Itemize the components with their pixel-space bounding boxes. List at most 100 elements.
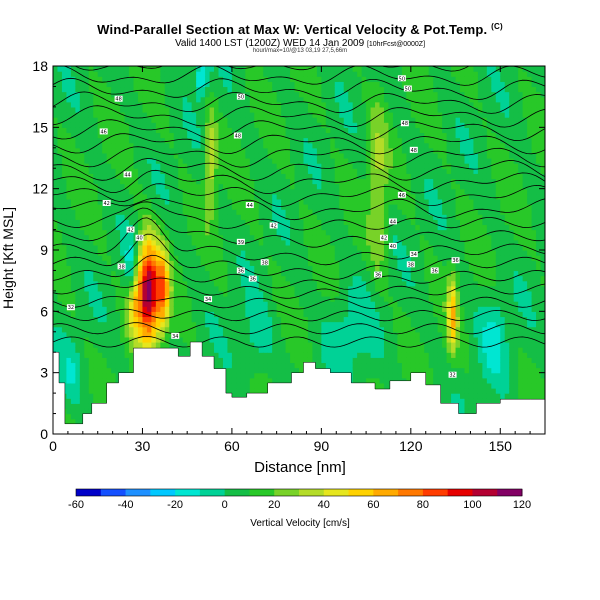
field-cell bbox=[339, 239, 345, 246]
field-cell bbox=[249, 188, 255, 195]
field-cell bbox=[272, 219, 278, 226]
field-cell bbox=[102, 301, 108, 307]
field-cell bbox=[70, 71, 76, 77]
field-cell bbox=[173, 306, 179, 312]
field-cell bbox=[111, 188, 117, 195]
field-cell bbox=[352, 76, 358, 82]
field-cell bbox=[124, 362, 130, 369]
field-cell bbox=[240, 393, 246, 399]
field-cell bbox=[155, 198, 161, 205]
field-cell bbox=[245, 224, 251, 231]
field-cell bbox=[294, 342, 300, 348]
field-cell bbox=[290, 311, 296, 318]
field-cell bbox=[303, 347, 309, 353]
field-cell bbox=[196, 163, 202, 169]
field-cell bbox=[294, 81, 300, 88]
field-cell bbox=[115, 183, 121, 190]
field-cell bbox=[75, 367, 81, 374]
field-cell bbox=[88, 393, 94, 399]
field-cell bbox=[106, 260, 112, 266]
field-cell bbox=[303, 193, 309, 200]
field-cell bbox=[137, 96, 144, 103]
field-cell bbox=[249, 234, 255, 241]
field-cell bbox=[93, 158, 99, 164]
field-cell bbox=[316, 122, 322, 128]
field-cell bbox=[61, 265, 68, 272]
field-cell bbox=[182, 158, 188, 164]
field-cell bbox=[290, 96, 296, 103]
field-cell bbox=[124, 352, 130, 358]
field-cell bbox=[254, 239, 260, 246]
field-cell bbox=[316, 214, 322, 220]
field-cell bbox=[236, 311, 242, 318]
field-cell bbox=[303, 163, 309, 169]
field-cell bbox=[209, 178, 215, 185]
field-cell bbox=[97, 142, 103, 149]
field-cell bbox=[357, 372, 363, 379]
field-cell bbox=[111, 204, 117, 210]
field-cell bbox=[111, 96, 117, 103]
field-cell bbox=[75, 163, 81, 169]
field-cell bbox=[196, 91, 202, 98]
field-cell bbox=[343, 239, 349, 246]
field-cell bbox=[339, 81, 345, 88]
field-cell bbox=[236, 224, 242, 231]
field-cell bbox=[272, 336, 278, 343]
field-cell bbox=[129, 106, 135, 113]
field-cell bbox=[53, 209, 59, 215]
field-cell bbox=[70, 106, 76, 113]
field-cell bbox=[307, 316, 314, 323]
field-cell bbox=[191, 260, 197, 266]
field-cell bbox=[290, 219, 296, 226]
field-cell bbox=[348, 173, 354, 180]
field-cell bbox=[307, 158, 314, 164]
field-cell bbox=[334, 326, 340, 333]
field-cell bbox=[88, 244, 94, 251]
field-cell bbox=[258, 224, 264, 231]
field-cell bbox=[151, 96, 157, 103]
field-cell bbox=[75, 413, 81, 420]
field-cell bbox=[61, 101, 68, 108]
field-cell bbox=[151, 250, 157, 256]
field-cell bbox=[334, 178, 340, 185]
field-cell bbox=[75, 301, 81, 307]
chart-title: Wind-Parallel Section at Max W: Vertical… bbox=[0, 22, 600, 37]
field-cell bbox=[137, 188, 144, 195]
field-cell bbox=[66, 275, 72, 282]
field-cell bbox=[124, 239, 130, 246]
field-cell bbox=[312, 76, 318, 82]
field-cell bbox=[61, 357, 68, 364]
field-cell bbox=[249, 347, 255, 353]
field-cell bbox=[214, 209, 220, 215]
field-cell bbox=[299, 290, 305, 297]
field-cell bbox=[316, 158, 322, 164]
field-cell bbox=[111, 275, 117, 282]
field-cell bbox=[334, 239, 340, 246]
field-cell bbox=[312, 178, 318, 185]
field-cell bbox=[231, 204, 237, 210]
field-cell bbox=[160, 224, 166, 231]
field-cell bbox=[196, 239, 202, 246]
field-cell bbox=[97, 347, 103, 353]
field-cell bbox=[227, 76, 233, 82]
field-cell bbox=[281, 255, 287, 261]
field-cell bbox=[111, 122, 117, 128]
field-cell bbox=[214, 117, 220, 123]
field-cell bbox=[330, 280, 336, 287]
field-cell bbox=[330, 188, 336, 195]
field-cell bbox=[272, 321, 278, 328]
field-cell bbox=[303, 224, 309, 231]
field-cell bbox=[325, 96, 331, 103]
field-cell bbox=[357, 342, 363, 348]
field-cell bbox=[325, 280, 331, 287]
field-cell bbox=[254, 168, 260, 174]
field-cell bbox=[231, 122, 237, 128]
field-cell bbox=[53, 147, 59, 154]
field-cell bbox=[249, 158, 255, 164]
field-cell bbox=[352, 132, 358, 139]
field-cell bbox=[227, 260, 233, 266]
field-cell bbox=[196, 316, 202, 323]
field-cell bbox=[57, 357, 63, 364]
field-cell bbox=[61, 239, 68, 246]
field-cell bbox=[330, 204, 336, 210]
